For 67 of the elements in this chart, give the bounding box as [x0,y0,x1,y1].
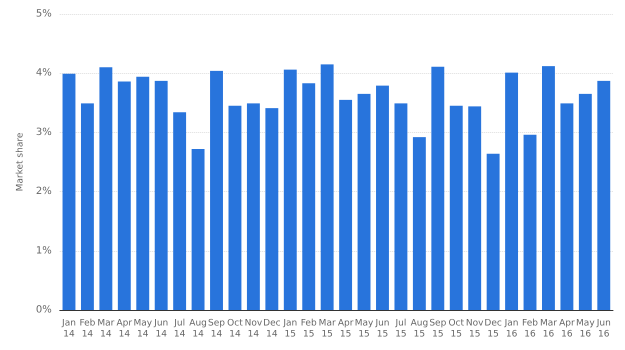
bar [80,103,94,310]
bar [358,94,370,310]
bar [265,108,278,310]
y-tick-label: 4% [36,68,52,79]
x-tick-label: Mar 14 [97,318,115,340]
y-tick-label: 2% [36,186,52,198]
x-tick-label: Feb 16 [522,318,538,340]
bar [192,148,205,310]
x-tick-label: Dec 15 [484,318,502,340]
x-tick-label: May 16 [576,318,596,340]
x-tick-label: Jan 16 [504,318,519,340]
x-tick-label: May 14 [133,318,153,340]
x-tick-label: Nov 14 [244,318,263,340]
x-tick-label: May 15 [354,318,374,340]
x-tick-label: Apr 16 [559,318,575,340]
x-tick-label: Jun 16 [596,318,611,340]
x-tick-label: Jan 14 [61,318,76,340]
bar [560,103,574,310]
bar [99,67,112,310]
bar [597,80,610,310]
x-tick-label: Jul 15 [394,318,407,340]
bar [394,103,408,310]
bar [431,66,444,310]
bar [210,70,223,310]
bar [578,94,592,310]
x-tick-label: Jun 15 [374,318,390,340]
x-tick-label: Jun 14 [153,318,168,340]
bar [339,100,352,310]
x-tick-label: Apr 14 [116,318,132,340]
y-tick-label: 3% [36,126,52,138]
x-tick-label: Sep 14 [208,318,226,340]
x-tick-label: Dec 14 [263,318,281,340]
x-tick-label: Mar 15 [318,318,336,340]
bar [320,64,334,310]
bar [246,103,260,310]
y-tick-label: 1% [36,245,52,256]
bar [118,81,131,310]
bar [284,70,297,310]
bar [302,83,316,310]
x-tick-label: Apr 15 [338,318,354,340]
bar [376,86,389,310]
bar [524,134,536,310]
x-tick-label: Feb 15 [300,318,317,340]
bar [505,72,518,310]
x-tick-label: Oct 15 [448,318,464,340]
bar [136,76,150,310]
y-tick-label: 5% [36,8,52,20]
y-tick-label: 0% [36,304,52,316]
bar [450,106,463,310]
x-tick-label: Nov 15 [466,318,484,340]
bar [468,106,482,310]
x-tick-label: Feb 14 [79,318,96,340]
bar [486,154,500,310]
y-axis-title: Market share [16,132,26,192]
x-tick-label: Jul 14 [173,318,186,340]
x-tick-label: Oct 14 [227,318,244,340]
bar [542,66,555,310]
bar [412,137,426,310]
x-tick-label: Jan 15 [282,318,298,340]
x-tick-label: Aug 15 [410,318,428,340]
x-tick-label: Aug 14 [189,318,207,340]
bar [154,80,168,310]
bar [228,106,242,310]
bar [173,112,186,310]
x-tick-label: Mar 16 [540,318,558,340]
bar [62,74,76,310]
x-tick-label: Sep 15 [429,318,447,340]
